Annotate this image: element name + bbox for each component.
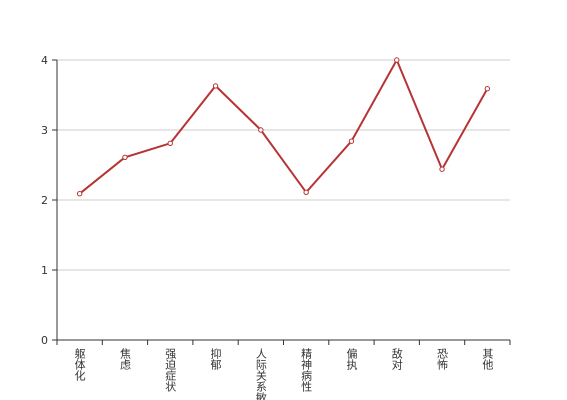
point (484, 86, 491, 92)
x-tick-label: 敌对 (390, 347, 403, 370)
x-tick-label: 精神病性 (300, 348, 313, 393)
x-tick-label: 其他 (481, 348, 494, 370)
x-tick-label: 抑郁 (209, 347, 222, 370)
x-tick-label: 强迫症状 (164, 348, 177, 392)
point (167, 140, 173, 147)
line (79, 57, 489, 195)
point (303, 189, 309, 196)
point (76, 191, 83, 197)
y-tick-label: 3 (41, 124, 48, 137)
y-tick-label: 4 (41, 54, 48, 67)
point (348, 138, 355, 144)
y-tick-label: 2 (41, 194, 48, 207)
x-tick-label: 焦虑 (118, 348, 131, 370)
x-tick-label: 躯体化 (73, 348, 86, 382)
point (394, 57, 400, 63)
x-tick-label: 偏执 (345, 347, 358, 371)
point (122, 154, 128, 161)
point (212, 83, 219, 89)
point (439, 166, 445, 172)
y-tick-label: 0 (41, 334, 48, 347)
x-tick-label: 人际关系敏感 (254, 348, 267, 400)
y-tick-label: 1 (41, 264, 48, 277)
x-tick-label: 恐怖 (436, 348, 449, 370)
point (258, 127, 264, 133)
